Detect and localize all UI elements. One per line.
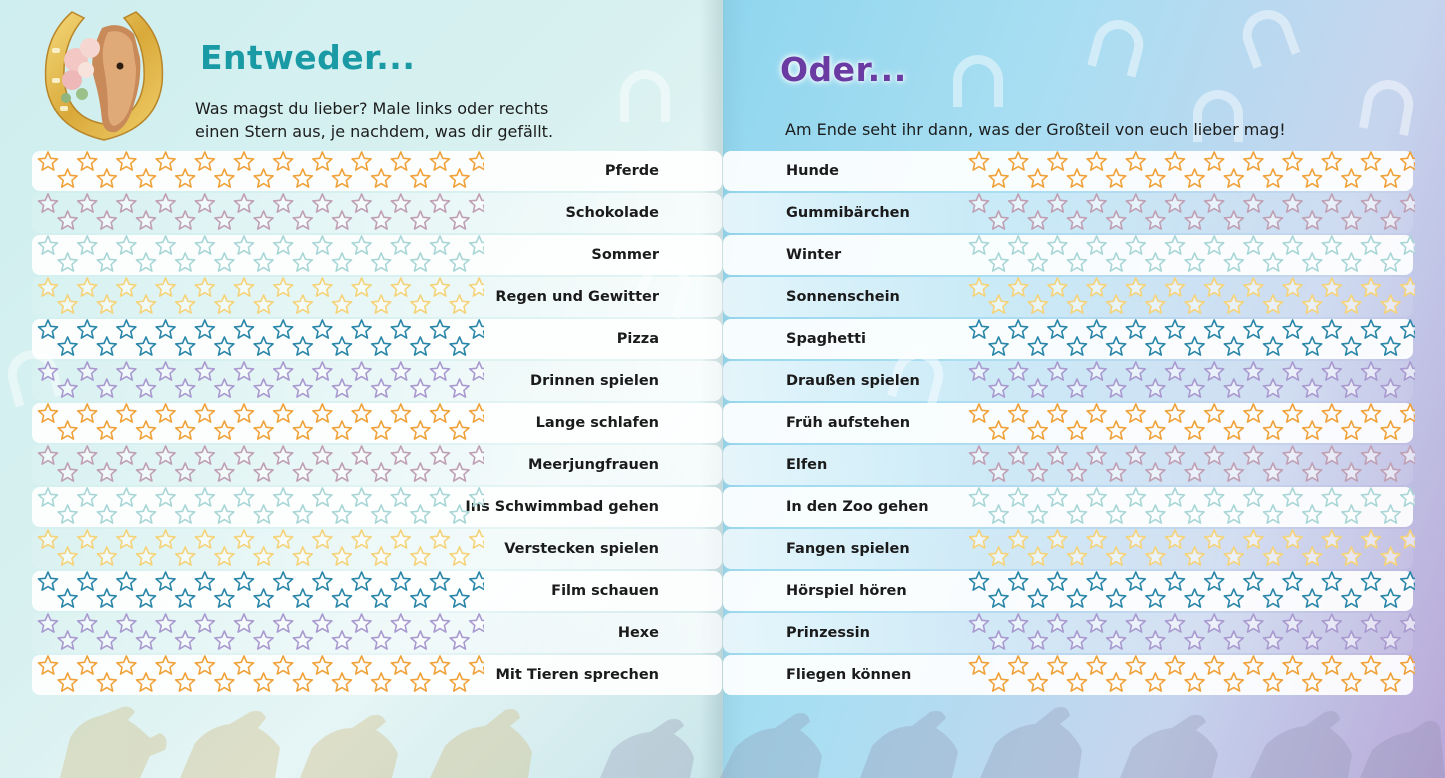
horseshoe-icon bbox=[2, 344, 64, 408]
left-intro-line: einen Stern aus, je nachdem, was dir gef… bbox=[195, 122, 554, 141]
left-title: Entweder... bbox=[200, 38, 416, 77]
right-intro: Am Ende seht ihr dann, was der Großteil … bbox=[785, 120, 1286, 139]
right-title: Oder... bbox=[780, 50, 907, 89]
left-intro-line: Was magst du lieber? Male links oder rec… bbox=[195, 99, 549, 118]
horseshoe-icon bbox=[1087, 14, 1149, 78]
horseshoe-icon bbox=[887, 344, 949, 408]
horseshoe-icon bbox=[1235, 3, 1301, 69]
left-intro: Was magst du lieber? Male links oder rec… bbox=[195, 97, 585, 143]
horseshoe-icon bbox=[953, 55, 1003, 107]
horseshoe-icon bbox=[1358, 76, 1418, 136]
horseshoe-icon bbox=[632, 253, 698, 319]
horseshoe-icon bbox=[620, 70, 670, 122]
right-page bbox=[723, 0, 1445, 778]
horseshoe-horse-logo bbox=[44, 11, 164, 141]
